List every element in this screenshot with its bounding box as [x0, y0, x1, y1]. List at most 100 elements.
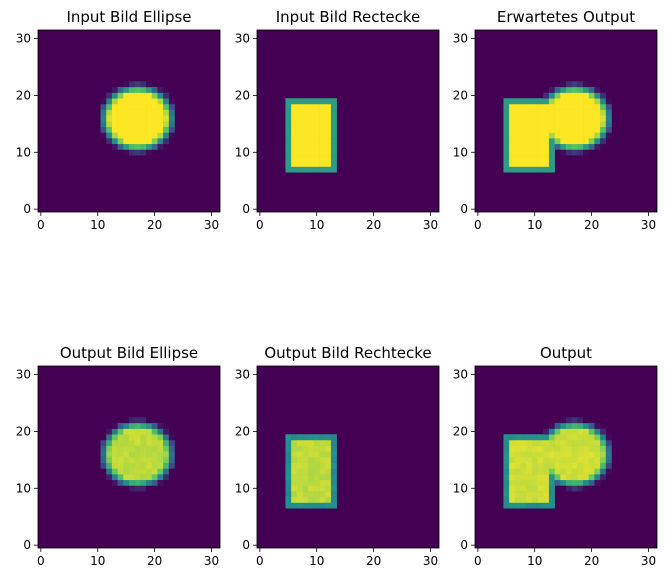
heatmap-cell	[548, 109, 555, 116]
heatmap-cell	[129, 462, 135, 469]
heatmap-cell	[503, 149, 510, 156]
heatmap-cell	[291, 132, 298, 139]
heatmap-cell	[566, 138, 572, 145]
heatmap-cell	[163, 439, 170, 446]
heatmap-cell	[526, 439, 533, 446]
heatmap-cell	[308, 143, 315, 150]
heatmap-cell	[146, 428, 153, 435]
heatmap-cell	[291, 434, 298, 441]
heatmap-cell	[503, 132, 510, 139]
heatmap-cell	[123, 149, 130, 156]
heatmap-cell	[140, 92, 147, 99]
heatmap-cell	[146, 103, 153, 110]
heatmap-cell	[140, 132, 147, 139]
heatmap-cell	[605, 462, 612, 469]
heatmap-cell	[100, 126, 107, 133]
heatmap-cell	[157, 121, 164, 127]
heatmap-cell	[296, 445, 303, 452]
heatmap-cell	[100, 468, 107, 475]
heatmap-cell	[588, 468, 595, 475]
heatmap-cell	[560, 485, 567, 492]
heatmap-cell	[605, 121, 612, 127]
heatmap-cell	[605, 434, 612, 441]
heatmap-cell	[554, 428, 561, 435]
heatmap-cell	[313, 155, 320, 162]
heatmap-cell	[146, 422, 153, 429]
heatmap-cell	[503, 103, 510, 110]
heatmap-cell	[157, 143, 164, 150]
heatmap-cell	[302, 451, 309, 458]
y-tick-label: 10	[453, 145, 468, 159]
heatmap-cell	[509, 491, 516, 498]
heatmap-cell	[117, 474, 124, 481]
heatmap-cell	[325, 474, 332, 481]
heatmap-cell	[531, 451, 538, 458]
heatmap-cell	[111, 439, 118, 446]
heatmap-cell	[134, 149, 141, 156]
heatmap-cell	[543, 98, 550, 105]
heatmap-cell	[503, 143, 510, 150]
heatmap-cell	[594, 462, 601, 469]
heatmap-cell	[537, 474, 544, 481]
heatmap-cell	[291, 143, 298, 150]
heatmap-cell	[313, 479, 320, 486]
heatmap-cell	[117, 109, 124, 116]
heatmap-cell	[111, 126, 118, 133]
heatmap-cell	[514, 166, 521, 173]
panel-title: Output Bild Ellipse	[60, 344, 198, 362]
heatmap-cell	[129, 121, 135, 127]
heatmap-cell	[548, 160, 555, 167]
heatmap-cell	[129, 98, 135, 105]
heatmap-cell	[129, 445, 135, 452]
heatmap-cell	[123, 457, 130, 463]
heatmap-cell	[106, 121, 113, 127]
heatmap-cell	[577, 422, 584, 429]
heatmap-cell	[146, 81, 153, 88]
heatmap-cell	[583, 149, 590, 156]
heatmap-cell	[129, 126, 135, 133]
heatmap-cell	[168, 126, 175, 133]
heatmap-cell	[296, 434, 303, 441]
heatmap-cell	[583, 143, 590, 150]
heatmap-cell	[514, 132, 521, 139]
heatmap-cell	[313, 166, 320, 173]
heatmap-cell	[308, 132, 315, 139]
heatmap-cell	[520, 485, 527, 492]
heatmap-cell	[566, 468, 572, 475]
heatmap-cell	[571, 479, 578, 486]
heatmap-cell	[571, 445, 578, 452]
heatmap-cell	[313, 457, 320, 463]
heatmap-cell	[594, 109, 601, 116]
heatmap-cell	[531, 109, 538, 116]
heatmap-cell	[291, 485, 298, 492]
heatmap-cell	[554, 132, 561, 139]
heatmap-cell	[548, 468, 555, 475]
y-tick-label: 20	[453, 424, 468, 438]
heatmap-cell	[296, 491, 303, 498]
heatmap-cell	[313, 160, 320, 167]
heatmap-cell	[543, 132, 550, 139]
heatmap-cell	[285, 474, 292, 481]
x-tick-label: 10	[527, 218, 542, 232]
heatmap-cell	[554, 138, 561, 145]
heatmap-cell	[296, 474, 303, 481]
heatmap-cell	[566, 434, 572, 441]
heatmap-cell	[313, 132, 320, 139]
heatmap-cell	[325, 103, 332, 110]
heatmap-cell	[526, 109, 533, 116]
heatmap-cell	[111, 138, 118, 145]
heatmap-cell	[140, 103, 147, 110]
heatmap-cell	[520, 462, 527, 469]
heatmap-cell	[100, 98, 107, 105]
heatmap-cell	[503, 445, 510, 452]
heatmap-cell	[594, 479, 601, 486]
heatmap-cell	[537, 462, 544, 469]
heatmap-cell	[548, 479, 555, 486]
heatmap-cell	[151, 115, 158, 122]
heatmap-cell	[509, 485, 516, 492]
heatmap-cell	[509, 445, 516, 452]
heatmap-cell	[583, 457, 590, 463]
heatmap-cell	[157, 474, 164, 481]
heatmap-cell	[526, 115, 533, 122]
heatmap-cell	[157, 138, 164, 145]
